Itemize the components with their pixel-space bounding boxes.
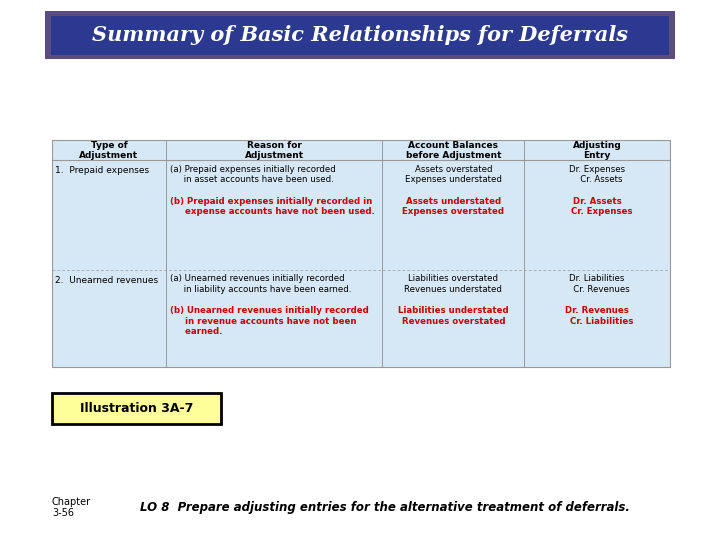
Text: Dr. Revenues
   Cr. Liabilities: Dr. Revenues Cr. Liabilities [561,306,633,326]
Text: Illustration 3A-7: Illustration 3A-7 [80,402,193,415]
Text: Dr. Assets
   Cr. Expenses: Dr. Assets Cr. Expenses [562,197,632,216]
Text: (b) Unearned revenues initially recorded
     in revenue accounts have not been
: (b) Unearned revenues initially recorded… [170,306,369,336]
Bar [52,393,221,424]
Bar [52,140,670,367]
Text: LO 8  Prepare adjusting entries for the alternative treatment of deferrals.: LO 8 Prepare adjusting entries for the a… [140,501,630,514]
Text: Reason for
Adjustment: Reason for Adjustment [245,141,304,160]
Text: Liabilities overstated
Revenues understated: Liabilities overstated Revenues understa… [405,274,503,294]
Text: Dr. Liabilities
   Cr. Revenues: Dr. Liabilities Cr. Revenues [564,274,629,294]
Text: Summary of Basic Relationships for Deferrals: Summary of Basic Relationships for Defer… [92,25,628,45]
Text: Assets overstated
Expenses understated: Assets overstated Expenses understated [405,165,502,184]
Text: Adjusting
Entry: Adjusting Entry [572,141,621,160]
Text: Chapter
3-56: Chapter 3-56 [52,497,91,518]
Text: (a) Unearned revenues initially recorded
     in liability accounts have been ea: (a) Unearned revenues initially recorded… [170,274,351,294]
Text: (b) Prepaid expenses initially recorded in
     expense accounts have not been u: (b) Prepaid expenses initially recorded … [170,197,374,216]
Text: Account Balances
before Adjustment: Account Balances before Adjustment [405,141,501,160]
FancyBboxPatch shape [51,16,669,55]
Text: 1.  Prepaid expenses: 1. Prepaid expenses [55,166,150,175]
FancyBboxPatch shape [45,11,675,59]
Text: (a) Prepaid expenses initially recorded
     in asset accounts have been used.: (a) Prepaid expenses initially recorded … [170,165,336,184]
Text: Dr. Expenses
   Cr. Assets: Dr. Expenses Cr. Assets [569,165,625,184]
Text: Type of
Adjustment: Type of Adjustment [79,141,138,160]
Text: Assets understated
Expenses overstated: Assets understated Expenses overstated [402,197,505,216]
Text: Liabilities understated
Revenues overstated: Liabilities understated Revenues oversta… [398,306,509,326]
Text: 2.  Unearned revenues: 2. Unearned revenues [55,275,158,285]
